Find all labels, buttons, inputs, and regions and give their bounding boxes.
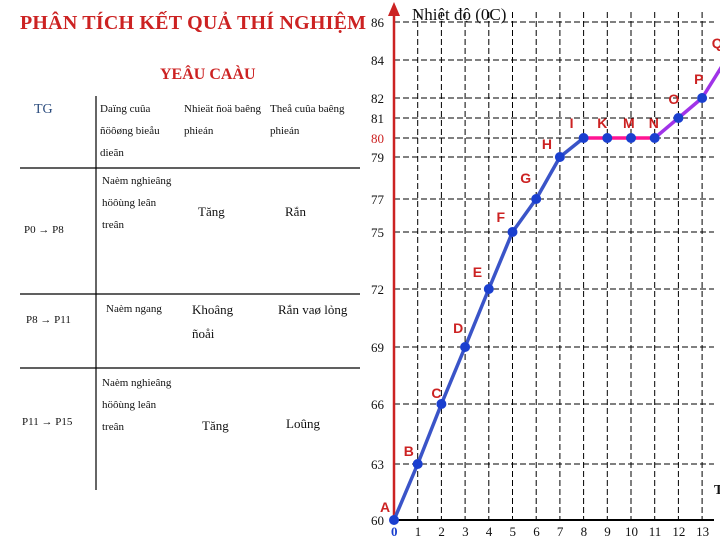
line-segment: [511, 197, 538, 234]
y-tick-label: 75: [371, 225, 384, 240]
data-point: [602, 133, 613, 143]
header-state: Theå cuûa baêng phieán: [270, 103, 345, 137]
y-tick-label: 86: [371, 15, 385, 30]
point-label: A: [380, 499, 390, 515]
line-segment: [558, 136, 585, 159]
y-tick-label: 72: [371, 282, 384, 297]
point-label: H: [542, 136, 552, 152]
data-point: [697, 93, 708, 103]
x-tick-label: 4: [486, 524, 493, 539]
y-tick-label: 63: [371, 457, 384, 472]
line-segment: [677, 96, 704, 120]
data-point: [412, 459, 423, 469]
header-time: TG: [34, 102, 53, 117]
y-axis-label: Nhiệt độ (0C): [412, 5, 506, 24]
data-point: [436, 399, 447, 409]
point-label: I: [570, 115, 574, 131]
data-point: [578, 133, 589, 143]
x-tick-label: 10: [625, 524, 638, 539]
point-label: C: [431, 385, 441, 401]
row2-time: P8 → P11: [26, 314, 71, 326]
table-heading: YEÂU CAÀU: [160, 66, 256, 83]
x-tick-label: 2: [438, 524, 445, 539]
y-tick-label: 84: [371, 53, 385, 68]
y-tick-label: 66: [371, 397, 385, 412]
line-segment: [416, 403, 444, 465]
y-tick-label: 82: [371, 91, 384, 106]
point-label: O: [668, 91, 679, 107]
line-segment: [534, 156, 562, 200]
y-tick-label: 60: [371, 513, 384, 528]
x-tick-label: 8: [581, 524, 588, 539]
data-point: [483, 284, 494, 294]
row2-shape: Naèm ngang: [106, 303, 162, 315]
row1-shape: Naèm nghieâng höôùng leân treân: [102, 175, 172, 231]
line-segment: [392, 463, 420, 521]
x-tick-label: 3: [462, 524, 469, 539]
y-axis-arrow-icon: [388, 2, 400, 16]
data-point: [389, 515, 399, 525]
y-tick-label: 80: [371, 131, 384, 146]
data-point: [554, 152, 565, 162]
point-label: Q: [712, 35, 720, 51]
row3-state: Loûng: [286, 416, 320, 431]
line-segment: [439, 346, 467, 405]
x-axis-label: T: [714, 483, 720, 498]
point-label: E: [473, 264, 482, 280]
x-tick-label: 9: [604, 524, 611, 539]
line-segment: [487, 231, 515, 290]
y-tick-label: 69: [371, 340, 384, 355]
row1-state: Rắn: [285, 204, 306, 219]
x-tick-label: 5: [510, 524, 517, 539]
header-temp: Nhieät ñoä baêng phieán: [184, 103, 261, 137]
y-tick-label: 81: [371, 111, 384, 126]
x-tick-label: 12: [672, 524, 685, 539]
row3-temp: Tăng: [202, 418, 229, 433]
point-label: F: [497, 209, 506, 225]
point-label: M: [623, 115, 635, 131]
data-point: [460, 342, 471, 352]
point-label: N: [649, 115, 659, 131]
row3-shape: Naèm nghieâng höôùng leân treân: [102, 377, 172, 433]
page-title: PHÂN TÍCH KẾT QUẢ THÍ NGHIỆM: [20, 12, 367, 34]
x-tick-label: 0: [391, 524, 398, 539]
point-label: D: [453, 320, 463, 336]
x-tick-label: 13: [696, 524, 709, 539]
row1-time: P0 → P8: [24, 224, 64, 236]
x-tick-label: 7: [557, 524, 564, 539]
y-tick-label: 77: [371, 192, 385, 207]
row2-temp: Khoâng ñoåi: [192, 302, 234, 341]
point-label: B: [404, 443, 414, 459]
line-segment: [653, 116, 680, 140]
line-segment: [463, 288, 491, 348]
x-tick-label: 11: [649, 524, 662, 539]
row3-time: P11 → P15: [22, 416, 73, 428]
x-tick-label: 6: [533, 524, 540, 539]
line-segment: [700, 65, 720, 99]
y-tick-label: 79: [371, 150, 384, 165]
x-tick-label: 1: [415, 524, 422, 539]
data-point: [531, 194, 542, 204]
row2-state: Rắn vaø lỏng: [278, 302, 348, 317]
header-shape: Daïng cuûa ñöôøng bieåu dieãn: [100, 103, 160, 159]
row1-temp: Tăng: [198, 204, 225, 219]
point-label: P: [694, 71, 703, 87]
data-point: [507, 227, 518, 237]
data-point: [649, 133, 660, 143]
data-point: [673, 113, 684, 123]
point-label: K: [597, 115, 607, 131]
point-label: G: [520, 170, 531, 186]
data-point: [626, 133, 636, 143]
